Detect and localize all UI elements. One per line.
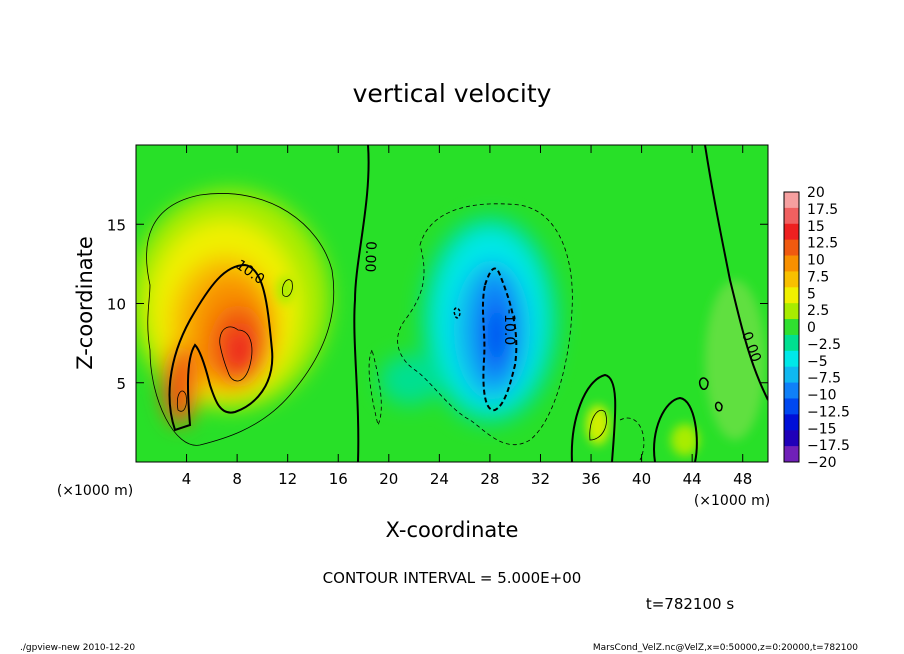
time-text: t=782100 s bbox=[646, 595, 734, 613]
colorbar: 2017.51512.5107.552.50−2.5−5−7.5−10−12.5… bbox=[783, 185, 850, 471]
colorbar-swatch bbox=[784, 271, 799, 288]
colorbar-swatch bbox=[784, 334, 799, 352]
x-tick-label: 36 bbox=[581, 470, 600, 488]
colorbar-swatch bbox=[784, 446, 799, 463]
x-axis-label: X-coordinate bbox=[386, 518, 519, 542]
colorbar-swatch bbox=[784, 414, 799, 431]
colorbar-label: −2.5 bbox=[807, 337, 841, 353]
footer-right: MarsCond_VelZ.nc@VelZ,x=0:50000,z=0:2000… bbox=[592, 643, 858, 653]
colorbar-label: 2.5 bbox=[807, 303, 829, 319]
contour-label-zero-left: 0.00 bbox=[361, 241, 378, 273]
colorbar-label: −5 bbox=[807, 354, 828, 370]
colorbar-swatch bbox=[784, 303, 799, 320]
x-tick-label: 4 bbox=[182, 470, 192, 488]
x-tick-label: 32 bbox=[531, 470, 550, 488]
heatmap-field bbox=[136, 145, 768, 462]
colorbar-label: 15 bbox=[807, 219, 825, 235]
colorbar-label: −12.5 bbox=[807, 404, 850, 420]
footer-left: ./gpview-new 2010-12-20 bbox=[20, 643, 136, 653]
y-tick-label: 10 bbox=[107, 296, 126, 314]
colorbar-label: 12.5 bbox=[807, 236, 838, 252]
y-tick-label: 5 bbox=[116, 375, 126, 393]
colorbar-frame bbox=[783, 191, 800, 463]
contour-interval-text: CONTOUR INTERVAL = 5.000E+00 bbox=[323, 569, 582, 587]
colorbar-swatch bbox=[784, 207, 799, 225]
colorbar-label: −7.5 bbox=[807, 371, 841, 387]
contour-label-negative: -10.0 bbox=[501, 309, 517, 345]
colorbar-swatch bbox=[784, 255, 799, 272]
colorbar-swatch bbox=[784, 192, 799, 209]
x-unit-label: (×1000 m) bbox=[694, 493, 770, 509]
y-axis-label: Z-coordinate bbox=[73, 236, 97, 370]
colorbar-label: −10 bbox=[807, 388, 837, 404]
x-tick-label: 40 bbox=[632, 470, 651, 488]
colorbar-swatch bbox=[784, 223, 799, 241]
colorbar-swatch bbox=[784, 430, 799, 447]
x-tick-label: 16 bbox=[329, 470, 348, 488]
colorbar-label: 7.5 bbox=[807, 269, 829, 285]
colorbar-label: −20 bbox=[807, 455, 837, 471]
x-tick-label: 24 bbox=[430, 470, 449, 488]
colorbar-swatch bbox=[784, 382, 799, 399]
colorbar-label: 5 bbox=[807, 286, 816, 302]
y-unit-label: (×1000 m) bbox=[57, 483, 133, 499]
y-tick-label: 15 bbox=[107, 216, 126, 234]
y-axis: 5 10 15 bbox=[107, 216, 768, 393]
contour-lines bbox=[146, 145, 768, 462]
colorbar-swatch bbox=[784, 398, 799, 415]
x-tick-label: 48 bbox=[733, 470, 752, 488]
x-tick-label: 44 bbox=[683, 470, 702, 488]
colorbar-label: 0 bbox=[807, 320, 816, 336]
colorbar-label: 17.5 bbox=[807, 202, 838, 218]
chart-title: vertical velocity bbox=[353, 79, 552, 108]
colorbar-swatch bbox=[784, 366, 799, 384]
colorbar-label: 20 bbox=[807, 185, 825, 201]
x-axis: 4 8 12 16 20 24 28 32 36 40 44 48 bbox=[182, 145, 752, 488]
colorbar-swatch bbox=[784, 350, 799, 368]
colorbar-label: −17.5 bbox=[807, 438, 850, 454]
colorbar-label: −15 bbox=[807, 421, 837, 437]
x-tick-label: 12 bbox=[278, 470, 297, 488]
x-tick-label: 28 bbox=[480, 470, 499, 488]
x-tick-label: 20 bbox=[379, 470, 398, 488]
colorbar-label: 10 bbox=[807, 253, 825, 269]
colorbar-swatch bbox=[784, 239, 799, 257]
colorbar-swatch bbox=[784, 319, 799, 336]
colorbar-swatch bbox=[784, 287, 799, 304]
x-tick-label: 8 bbox=[232, 470, 242, 488]
